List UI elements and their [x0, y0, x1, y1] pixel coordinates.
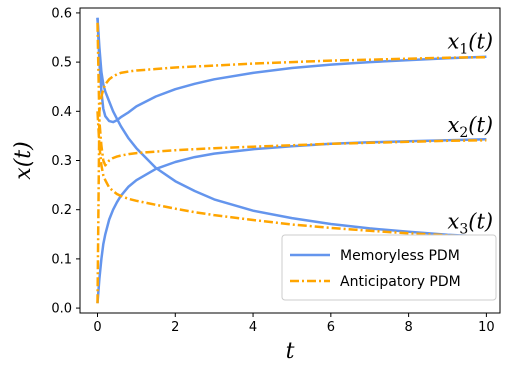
legend: Memoryless PDM Anticipatory PDM: [281, 234, 497, 301]
anticipatory-x1-line: [96, 55, 487, 304]
anticipatory-x2-line: [96, 22, 487, 167]
x-axis-label: t: [286, 339, 295, 364]
x-tick-label: 8: [404, 320, 412, 335]
x-tick-label: 2: [171, 320, 179, 335]
curve-annotation-3: x3(t): [448, 209, 494, 237]
legend-label-anticipatory: Anticipatory PDM: [340, 274, 461, 290]
anticipatory-x3-line: [96, 111, 487, 239]
annotation-layer: x1(t) x2(t) x3(t): [448, 29, 494, 237]
x-tick-label: 0: [93, 320, 101, 335]
x-tick-label: 10: [478, 320, 495, 335]
series-layer: [96, 17, 487, 304]
curve-annotation-2: x2(t): [448, 113, 494, 141]
curve-annotation-1: x1(t): [448, 29, 494, 57]
memoryless-x1-line: [96, 17, 487, 124]
y-axis-ticks: 0.0 0.1 0.2 0.3 0.4 0.5 0.6: [51, 6, 80, 317]
x-axis-ticks: 0 2 4 6 8 10: [93, 313, 495, 335]
y-tick-label: 0.0: [51, 302, 72, 317]
y-tick-label: 0.3: [51, 154, 72, 169]
y-tick-label: 0.5: [51, 56, 72, 71]
y-tick-label: 0.4: [51, 105, 72, 120]
y-tick-label: 0.2: [51, 203, 72, 218]
y-tick-label: 0.6: [51, 6, 72, 21]
legend-label-memoryless: Memoryless PDM: [340, 248, 460, 264]
x-tick-label: 4: [249, 320, 257, 335]
y-tick-label: 0.1: [51, 252, 72, 267]
legend-box: [281, 234, 497, 301]
memoryless-x3-line: [96, 17, 487, 239]
y-axis-label: x(t): [11, 141, 36, 179]
x-tick-label: 6: [327, 320, 335, 335]
